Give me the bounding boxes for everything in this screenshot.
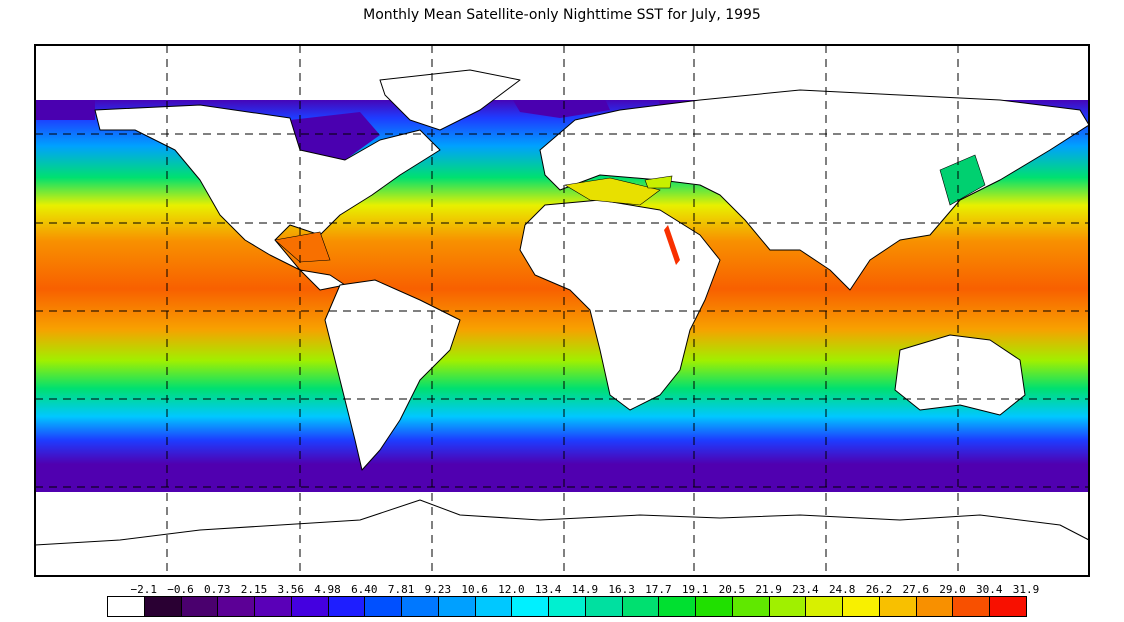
legend-swatch [695,596,733,617]
legend-swatch [437,596,476,617]
gulf-of-mexico-water [274,231,331,263]
legend-swatch [143,596,182,617]
legend-tick-label: 19.1 [681,583,709,596]
sst-map [34,44,1090,577]
legend-swatch [584,596,623,617]
legend-swatch [254,596,292,617]
greenland-landmass [379,69,521,131]
legend-swatch [989,596,1027,617]
legend-swatch [731,596,770,617]
red-sea-water [664,225,680,265]
legend-swatch [621,596,660,617]
legend-tick-label: 14.9 [571,583,599,596]
legend-tick-label: −0.6 [167,583,194,596]
japan-sea-water [939,154,986,206]
legend-tick-label: 31.9 [1012,583,1040,596]
legend-tick-label: 20.5 [718,583,746,596]
legend-tick-label: 17.7 [645,583,672,596]
map-frame [34,44,1090,577]
legend-tick-label: 27.6 [902,583,929,596]
legend-swatch [805,596,844,617]
legend-swatch [548,596,586,617]
legend-tick-label: 13.4 [534,583,562,596]
legend-tick-label: 9.23 [424,583,452,596]
legend-tick-label: −2.1 [130,583,158,596]
arctic-land-top [35,45,1089,100]
legend-swatch [327,596,366,617]
legend-tick-label: 10.6 [461,583,488,596]
legend-tick-label: 21.9 [755,583,782,596]
europe-asia-landmass [539,89,1089,291]
africa-landmass [519,199,721,411]
arctic-water-strip [35,98,95,120]
legend-tick-label: 16.3 [608,583,635,596]
legend-swatch [878,596,917,617]
legend-tick-label: 4.98 [314,583,341,596]
graticule [35,45,1089,576]
legend-tick-label: 23.4 [792,583,819,596]
color-legend: −2.1 −0.6 0.73 2.15 3.56 4.98 6.40 7.81 9.23 10.6… [107,583,1039,619]
legend-swatch [474,596,513,617]
legend-swatch [915,596,954,617]
legend-swatch [952,596,991,617]
legend-tick-label: 6.40 [351,583,378,596]
south-america-landmass [324,279,461,471]
black-sea-water [644,175,673,189]
legend-swatch [842,596,880,617]
legend-tick-label: 30.4 [975,583,1003,596]
legend-swatch [658,596,697,617]
legend-tick-label: 24.8 [828,583,856,596]
australia-landmass [894,334,1026,416]
legend-tick-label: 7.81 [387,583,415,596]
legend-swatch [107,596,145,617]
hudson-bay-water [290,112,380,160]
legend-swatch [511,596,550,617]
legend-tick-label: 2.15 [240,583,268,596]
legend-swatch [401,596,439,617]
legend-swatch [364,596,403,617]
legend-tick-label: 26.2 [865,583,893,596]
map-title: Monthly Mean Satellite-only Nighttime SS… [363,7,761,23]
legend-tick-label: 3.56 [277,583,305,596]
legend-tick-label: 29.0 [939,583,966,596]
legend-swatch [180,596,219,617]
legend-tick-label: 0.73 [204,583,231,596]
legend-tick-label: 12.0 [498,583,525,596]
legend-swatch [217,596,256,617]
legend-swatch [290,596,329,617]
legend-swatch [768,596,807,617]
mediterranean-water [564,177,661,206]
